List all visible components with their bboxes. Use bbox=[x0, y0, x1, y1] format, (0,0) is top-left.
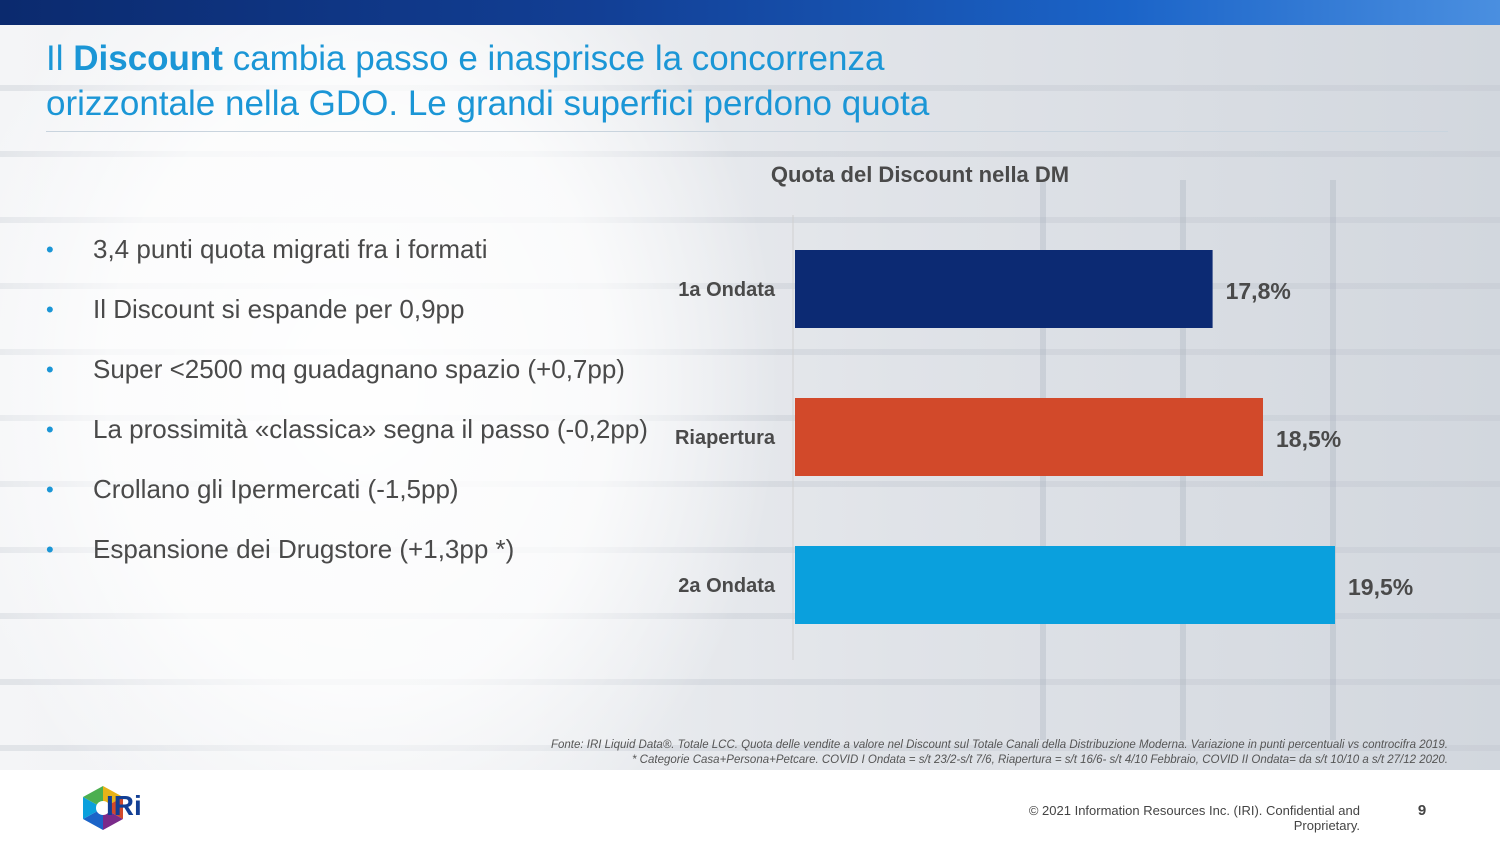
bullet-item: • La prossimità «classica» segna il passo… bbox=[46, 412, 666, 447]
category-label: 1a Ondata bbox=[678, 279, 776, 301]
page-number: 9 bbox=[1417, 802, 1427, 819]
store-background-image bbox=[0, 25, 1500, 770]
chart-bar bbox=[795, 398, 1263, 476]
bullet-item: • Espansione dei Drugstore (+1,3pp *) bbox=[46, 532, 666, 567]
bullet-dot-icon: • bbox=[46, 297, 54, 322]
title-part1: Il bbox=[46, 39, 74, 78]
source-note: Fonte: IRI Liquid Data®. Totale LCC. Quo… bbox=[348, 738, 1448, 768]
title-part2: cambia passo e inasprisce la concorrenza bbox=[222, 39, 885, 78]
title-bold: Discount bbox=[73, 39, 223, 78]
bullet-text: Crollano gli Ipermercati (-1,5pp) bbox=[93, 474, 459, 504]
chart-bar bbox=[795, 250, 1213, 328]
bullet-dot-icon: • bbox=[46, 417, 54, 442]
bullet-text: La prossimità «classica» segna il passo … bbox=[93, 414, 648, 444]
source-line1: Fonte: IRI Liquid Data®. Totale LCC. Quo… bbox=[550, 739, 1448, 751]
category-label: 2a Ondata bbox=[678, 575, 776, 597]
title-divider bbox=[46, 131, 1448, 132]
data-label: 19,5% bbox=[1348, 574, 1413, 600]
bullet-list: • 3,4 punti quota migrati fra i formati •… bbox=[46, 232, 666, 592]
title-line2: orizzontale nella GDO. Le grandi superfi… bbox=[46, 84, 930, 123]
bullet-dot-icon: • bbox=[46, 477, 54, 502]
footer bbox=[0, 770, 1500, 844]
bullet-item: • 3,4 punti quota migrati fra i formati bbox=[46, 232, 666, 267]
bullet-item: • Il Discount si espande per 0,9pp bbox=[46, 292, 666, 327]
shelf-decoration bbox=[1330, 180, 1336, 740]
bullet-dot-icon: • bbox=[46, 237, 54, 262]
chart-title: Quota del Discount nella DM bbox=[770, 162, 1070, 187]
bullet-dot-icon: • bbox=[46, 357, 54, 382]
bullet-item: • Super <2500 mq guadagnano spazio (+0,7p… bbox=[46, 352, 666, 387]
logo-text: IRi bbox=[106, 790, 142, 821]
category-label: Riapertura bbox=[675, 427, 776, 449]
source-line2: * Categorie Casa+Persona+Petcare. COVID … bbox=[632, 754, 1448, 766]
bullet-item: • Crollano gli Ipermercati (-1,5pp) bbox=[46, 472, 666, 507]
chart-bar bbox=[795, 546, 1335, 624]
bullet-text: 3,4 punti quota migrati fra i formati bbox=[93, 234, 488, 264]
bullet-text: Super <2500 mq guadagnano spazio (+0,7pp… bbox=[93, 354, 625, 384]
copyright-text: © 2021 Information Resources Inc. (IRI).… bbox=[1028, 803, 1360, 833]
data-label: 18,5% bbox=[1276, 426, 1341, 452]
bullet-text: Espansione dei Drugstore (+1,3pp *) bbox=[93, 534, 515, 564]
bullet-dot-icon: • bbox=[46, 537, 54, 562]
top-banner bbox=[0, 0, 1500, 25]
iri-logo-icon bbox=[83, 786, 123, 830]
bullet-text: Il Discount si espande per 0,9pp bbox=[93, 294, 465, 324]
data-label: 17,8% bbox=[1226, 278, 1291, 304]
slide-title: Il Discount cambia passo e inasprisce la… bbox=[46, 36, 1246, 126]
